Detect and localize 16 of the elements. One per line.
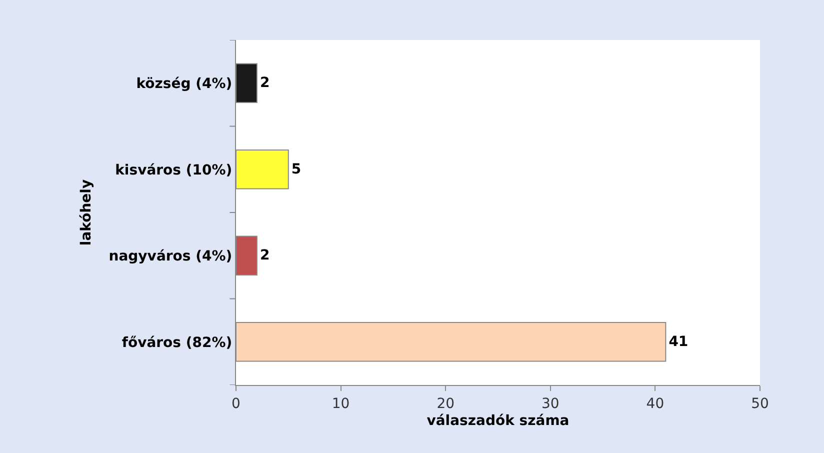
y-tick-label: község (4%): [136, 76, 232, 92]
y-axis-title: lakóhely: [78, 179, 94, 246]
y-tick-label: nagyváros (4%): [108, 248, 232, 265]
x-tick-label: 30: [541, 396, 560, 412]
data-label: 2: [260, 75, 270, 92]
data-label: 2: [260, 248, 270, 264]
y-tick-label: kisváros (10%): [115, 162, 232, 178]
x-tick-label: 0: [232, 396, 240, 412]
x-tick-label: 40: [646, 396, 664, 412]
x-axis-title: válaszadók száma: [426, 413, 570, 430]
x-tick-label: 20: [436, 396, 455, 412]
y-tick-label: főváros (82%): [122, 334, 232, 351]
data-label: 5: [291, 161, 302, 178]
data-label: 41: [668, 334, 688, 350]
x-tick-label: 10: [332, 396, 350, 412]
x-tick-label: 50: [751, 396, 769, 412]
